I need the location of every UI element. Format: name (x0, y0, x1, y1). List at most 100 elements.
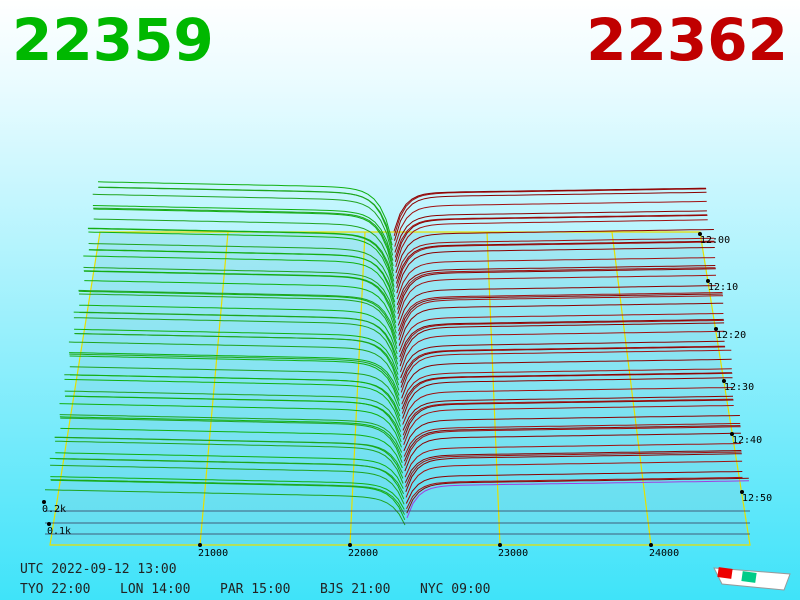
ask-depth-line (401, 368, 732, 405)
time-label: 12:50 (742, 493, 772, 504)
zone-time: PAR 15:00 (220, 582, 290, 597)
bid-depth-line (79, 304, 398, 355)
time-dot (722, 379, 726, 383)
grid-line (349, 231, 366, 546)
ask-depth-line (402, 387, 733, 425)
ask-depth-line (398, 295, 724, 341)
zone-time: BJS 21:00 (320, 582, 390, 597)
ask-depth-line (398, 292, 723, 332)
bid-depth-line (59, 416, 403, 458)
ask-depth-line (396, 247, 715, 294)
grid-line (486, 231, 501, 546)
bid-depth-line (78, 293, 398, 349)
ask-depth-line (403, 415, 740, 452)
ask-depth-line (394, 210, 707, 253)
bid-depth-line (69, 353, 400, 401)
time-dot (730, 432, 734, 436)
ask-depth-line (395, 229, 714, 274)
ask-depth-line (398, 302, 724, 346)
ask-depth-line (396, 241, 715, 289)
bid-depth-line (59, 403, 402, 448)
price-dot (198, 543, 202, 547)
ask-depth-line (403, 425, 741, 462)
bid-depth-line (69, 366, 401, 412)
ask-depth-line (404, 443, 742, 478)
price-label: 21000 (198, 548, 228, 559)
utc-time: UTC 2022-09-12 13:00 (20, 562, 177, 577)
bid-depth-line (93, 208, 394, 272)
time-dot (714, 327, 718, 331)
ask-depth-line (403, 423, 741, 457)
ask-depth-line (400, 346, 726, 388)
time-label: 12:00 (700, 235, 730, 246)
price-dot (498, 543, 502, 547)
ask-depth-line (396, 257, 716, 300)
ask-depth-line (402, 395, 734, 431)
bid-depth-line (60, 417, 403, 463)
ask-depth-line (395, 219, 708, 268)
bid-depth-line (64, 395, 402, 438)
bid-depth-line (74, 328, 399, 375)
depth-dot (47, 522, 51, 526)
bid-depth-line (97, 181, 393, 241)
ask-depth-line (405, 471, 743, 504)
ask-depth-line (403, 399, 734, 440)
ask-depth-line (394, 191, 707, 241)
ask-depth-line (397, 268, 716, 315)
bid-depth-line (83, 266, 396, 318)
price-label: 24000 (649, 548, 679, 559)
ask-depth-line (399, 322, 725, 367)
bid-depth-line (50, 479, 406, 521)
bid-depth-line (44, 489, 406, 526)
ask-depth-line (405, 453, 742, 492)
bid-depth-line (87, 227, 395, 282)
bid-depth-line (83, 270, 397, 324)
bid-depth-line (79, 312, 398, 360)
ask-depth-line (393, 188, 707, 236)
price-dot (649, 543, 653, 547)
ask-depth-line (402, 377, 733, 419)
depth-label: 0.2k (42, 504, 66, 515)
bid-depth-line (88, 249, 396, 303)
bid-depth-line (83, 255, 396, 313)
time-label: 12:20 (716, 330, 746, 341)
bid-depth-line (84, 280, 397, 334)
ask-depth-line (396, 265, 716, 306)
bid-depth-line (55, 452, 404, 489)
ask-depth-line (401, 372, 733, 414)
depth-dot (42, 500, 46, 504)
ask-depth-line (406, 480, 750, 519)
ask-depth-line (400, 340, 725, 379)
ask-depth-line (406, 476, 743, 510)
price-label: 23000 (498, 548, 528, 559)
ask-depth-line (398, 313, 724, 352)
ask-depth-line (406, 477, 749, 514)
bid-depth-line (68, 341, 400, 391)
ask-depth-line (403, 405, 734, 445)
bid-depth-line (55, 458, 405, 495)
price-dot (348, 543, 352, 547)
ask-depth-line (404, 426, 741, 466)
time-dot (706, 279, 710, 283)
bid-depth-line (93, 207, 394, 267)
time-label: 12:10 (708, 282, 738, 293)
ask-depth-line (400, 349, 732, 393)
labels: 21000 22000 23000 24000 12:00 12:10 12:20 12:30… (42, 232, 772, 559)
ask-depth-line (394, 214, 708, 262)
bid-depth-line (78, 289, 397, 339)
zone-time: NYC 09:00 (420, 582, 490, 597)
bid-depth-line (92, 193, 394, 256)
bid-depth-line (54, 436, 404, 474)
ask-depth-line (402, 398, 734, 436)
ask-depth-line (405, 460, 743, 498)
bid-depth-line (64, 378, 401, 427)
ask-depth-line (405, 451, 742, 488)
bid-depth-line (69, 352, 400, 396)
bid-price: 22359 (12, 6, 214, 74)
bid-depth-line (50, 464, 405, 505)
bid-depth-line (59, 414, 403, 453)
bid-depth-line (50, 479, 405, 515)
bid-depth-line (73, 317, 399, 370)
price-label: 22000 (348, 548, 378, 559)
